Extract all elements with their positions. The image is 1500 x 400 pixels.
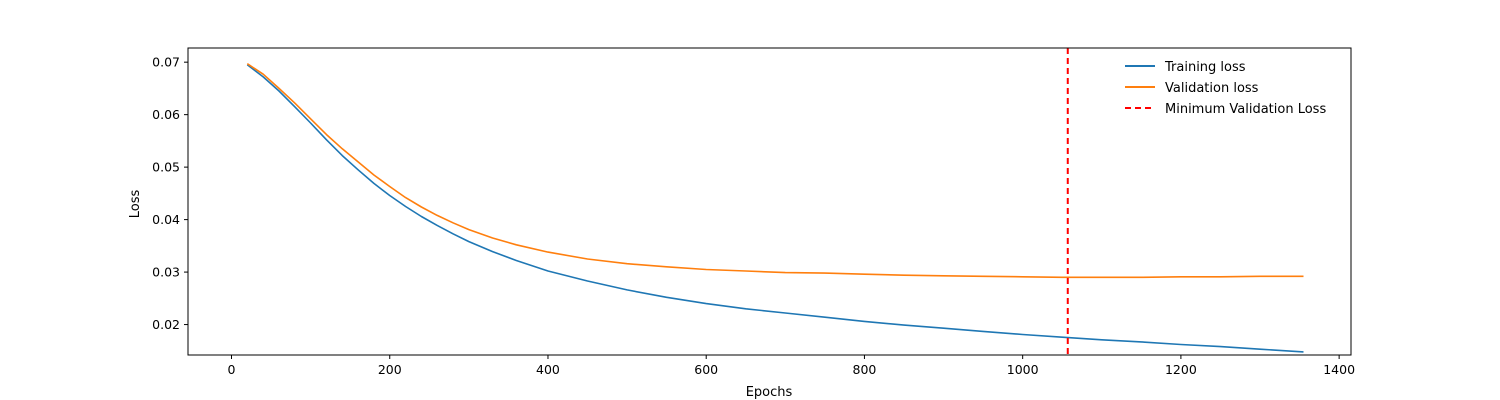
- legend-label-minimum-validation-loss: Minimum Validation Loss: [1165, 102, 1326, 117]
- plot-area-background: [188, 48, 1351, 355]
- y-tick-label: 0.04: [152, 212, 180, 227]
- y-axis-ticks: 0.02 0.03 0.04 0.05 0.06 0.07: [152, 55, 188, 332]
- x-tick-label: 600: [694, 362, 718, 377]
- plot-frame: [187, 47, 1352, 356]
- x-tick-label: 0: [228, 362, 236, 377]
- legend: Training loss Validation loss Minimum Va…: [1125, 60, 1326, 117]
- x-tick-label: 800: [853, 362, 877, 377]
- x-tick-label: 400: [536, 362, 560, 377]
- x-axis-ticks: 0 200 400 600 800 1000 1200 1400: [228, 355, 1355, 377]
- validation-loss-line: [246, 63, 1304, 279]
- y-tick-label: 0.02: [152, 317, 180, 332]
- x-tick-label: 200: [378, 362, 402, 377]
- x-axis-title: Epochs: [746, 385, 793, 400]
- legend-label-validation-loss: Validation loss: [1165, 81, 1259, 96]
- y-axis-title: Loss: [128, 190, 143, 219]
- y-tick-label: 0.05: [152, 160, 180, 175]
- y-tick-label: 0.07: [152, 55, 180, 70]
- x-tick-label: 1200: [1165, 362, 1197, 377]
- legend-label-training-loss: Training loss: [1164, 60, 1246, 75]
- series-layer: [246, 48, 1304, 355]
- y-tick-label: 0.06: [152, 107, 180, 122]
- y-tick-label: 0.03: [152, 265, 180, 280]
- x-tick-label: 1400: [1323, 362, 1355, 377]
- training-loss-line: [246, 64, 1304, 353]
- x-tick-label: 1000: [1007, 362, 1039, 377]
